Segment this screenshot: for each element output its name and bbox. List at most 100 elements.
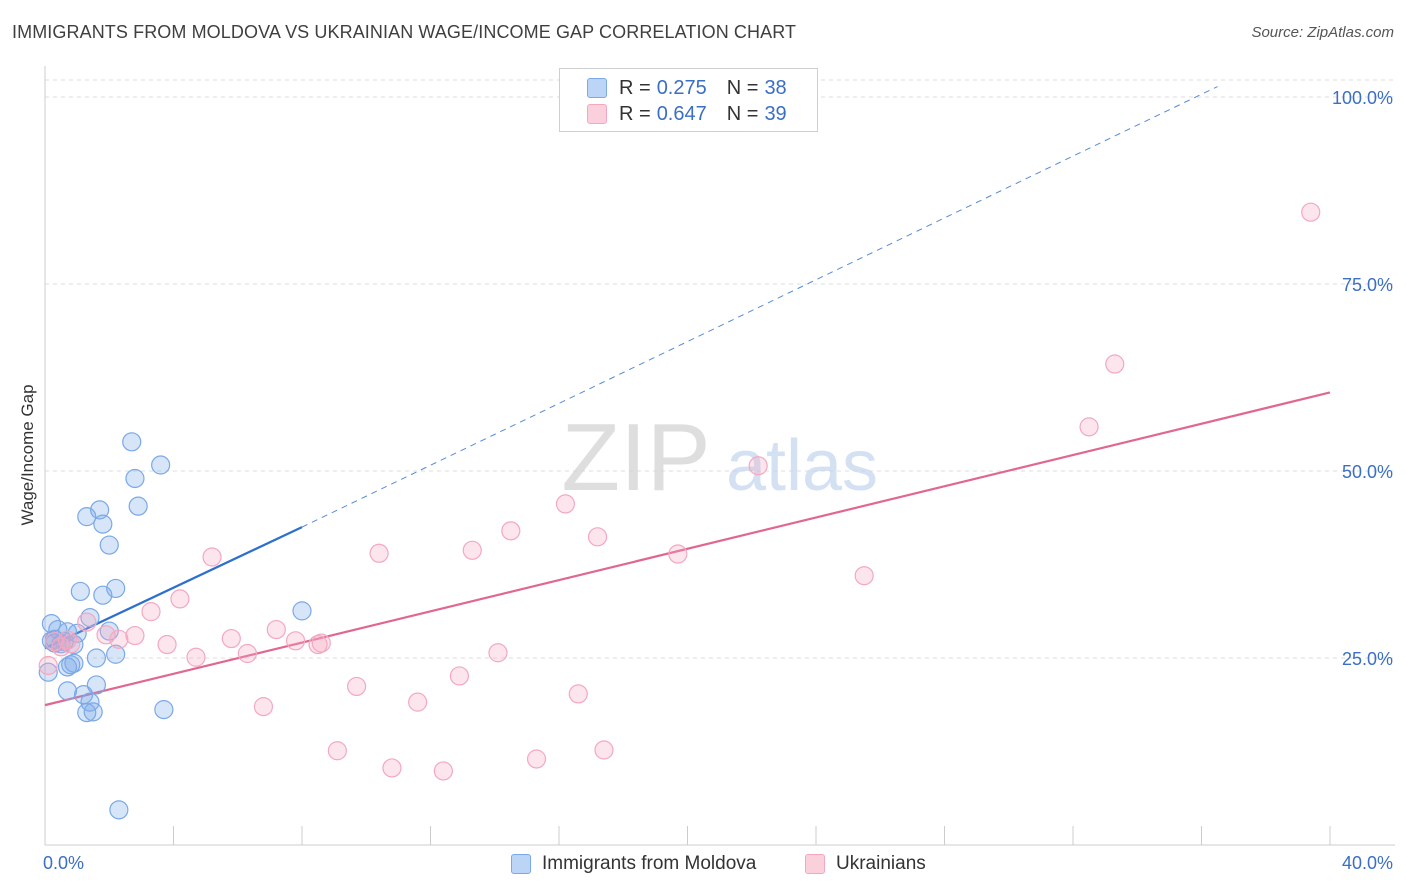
point-ukrainians [382, 758, 402, 778]
point-ukrainians [186, 647, 206, 667]
point-ukrainians [170, 589, 190, 609]
r-value: 0.275 [656, 76, 707, 99]
watermark-atlas: atlas [726, 426, 878, 506]
y-tick-label: 75.0% [1342, 275, 1393, 295]
correlation-legend: R = 0.275 N = 38 R = 0.647 N = 39 [559, 68, 818, 132]
point-ukrainians [568, 684, 588, 704]
point-moldova [106, 578, 126, 599]
point-moldova [61, 655, 81, 675]
point-ukrainians [1301, 202, 1321, 222]
point-ukrainians [408, 692, 428, 712]
x-tick-label: 0.0% [43, 853, 84, 873]
y-tick-label: 50.0% [1342, 462, 1393, 482]
point-moldova [57, 681, 78, 701]
point-ukrainians [141, 602, 161, 622]
r-label: R = [619, 102, 651, 125]
point-moldova [128, 496, 148, 516]
point-ukrainians [327, 741, 347, 761]
n-value: 38 [764, 76, 787, 99]
trend-moldova-extension [301, 86, 1218, 528]
x-tick-label: 40.0% [1342, 853, 1393, 873]
point-ukrainians [462, 540, 482, 560]
legend-label-moldova: Immigrants from Moldova [542, 853, 757, 874]
point-moldova [99, 621, 119, 641]
legend-swatch-blue [587, 78, 607, 98]
trend-ukrainians [44, 391, 1331, 707]
point-ukrainians [38, 655, 58, 676]
r-label: R = [619, 76, 651, 99]
point-ukrainians [668, 544, 688, 564]
point-moldova [86, 675, 107, 695]
y-axis-label: Wage/Income Gap [18, 384, 37, 526]
legend-swatch-blue [511, 854, 531, 874]
trend-moldova [44, 526, 303, 650]
n-label: N = [726, 102, 759, 125]
y-tick-label: 100.0% [1332, 88, 1393, 108]
point-moldova [83, 702, 103, 722]
point-moldova [86, 648, 107, 668]
point-ukrainians [488, 643, 508, 663]
point-moldova [64, 653, 84, 673]
point-ukrainians [237, 643, 257, 664]
source-label: Source: ZipAtlas.com [1251, 24, 1394, 41]
point-ukrainians [501, 521, 521, 541]
point-moldova [38, 662, 58, 682]
point-moldova [90, 500, 110, 520]
point-ukrainians [202, 547, 222, 567]
point-ukrainians [253, 697, 274, 717]
point-moldova [292, 601, 312, 621]
point-ukrainians [748, 456, 768, 476]
watermark-zip: ZIP [561, 404, 710, 511]
point-moldova [77, 703, 97, 723]
point-ukrainians [157, 634, 177, 655]
n-label: N = [726, 76, 759, 99]
point-ukrainians [57, 630, 78, 650]
point-ukrainians [587, 527, 608, 547]
point-moldova [154, 700, 174, 720]
point-ukrainians [347, 676, 367, 697]
point-ukrainians [555, 494, 576, 514]
point-ukrainians [449, 666, 470, 686]
point-ukrainians [854, 566, 874, 586]
trend-lines [44, 86, 1331, 707]
point-moldova [122, 432, 142, 452]
legend-row-ukrainians: R = 0.647 N = 39 [587, 102, 787, 126]
point-moldova [109, 800, 129, 820]
point-ukrainians [77, 612, 97, 632]
point-ukrainians [266, 619, 286, 640]
point-ukrainians [369, 543, 389, 563]
point-ukrainians [1105, 354, 1125, 374]
legend-item-ukrainians[interactable]: Ukrainians [805, 852, 926, 876]
legend-label-ukrainians: Ukrainians [836, 853, 926, 874]
point-ukrainians [1079, 417, 1099, 437]
point-ukrainians [311, 633, 331, 653]
point-moldova [106, 644, 126, 664]
legend-swatch-pink [805, 854, 825, 874]
point-ukrainians [125, 625, 145, 646]
axes [44, 66, 1395, 846]
tick-labels: 25.0% 50.0% 75.0% 100.0% 0.0% 40.0% [43, 88, 1393, 873]
legend-swatch-pink [587, 104, 607, 124]
point-ukrainians [433, 761, 453, 781]
data-points [38, 202, 1321, 820]
r-value: 0.647 [656, 102, 707, 125]
legend-row-moldova: R = 0.275 N = 38 [587, 76, 787, 100]
point-ukrainians [96, 625, 116, 645]
point-ukrainians [109, 629, 129, 649]
point-moldova [99, 535, 119, 555]
legend-item-moldova[interactable]: Immigrants from Moldova [511, 852, 756, 876]
n-value: 39 [764, 102, 787, 125]
point-ukrainians [285, 631, 306, 651]
point-ukrainians [308, 634, 328, 655]
point-ukrainians [221, 628, 241, 649]
chart-title: IMMIGRANTS FROM MOLDOVA VS UKRAINIAN WAG… [12, 22, 797, 42]
point-moldova [125, 468, 145, 489]
point-moldova [93, 514, 113, 534]
point-ukrainians [61, 634, 81, 654]
point-ukrainians [594, 740, 614, 760]
gridlines [45, 79, 1395, 659]
y-tick-label: 25.0% [1342, 649, 1393, 669]
point-ukrainians [526, 749, 547, 769]
point-moldova [70, 581, 90, 602]
